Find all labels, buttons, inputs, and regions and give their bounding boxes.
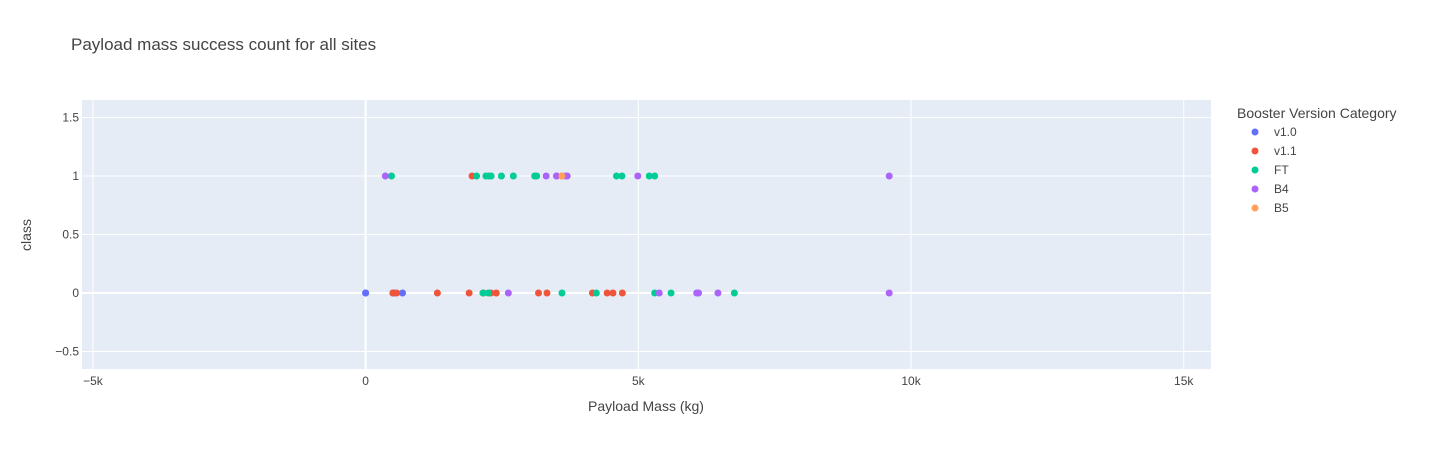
data-point-FT[interactable] [651,172,659,180]
data-point-B4[interactable] [695,289,703,297]
data-point-B4[interactable] [381,172,389,180]
data-point-v1.1[interactable] [433,289,441,297]
data-point-FT[interactable] [730,289,738,297]
y-tick-label: 0.5 [62,228,79,242]
data-point-FT[interactable] [509,172,517,180]
x-tick-label: 5k [632,374,646,388]
legend-title: Booster Version Category [1237,105,1397,121]
data-point-B5[interactable] [558,172,566,180]
legend-item-label[interactable]: v1.0 [1274,125,1297,139]
data-point-FT[interactable] [592,289,600,297]
legend-item-label[interactable]: B5 [1274,201,1289,215]
y-tick-label: 1.5 [62,111,79,125]
data-point-B4[interactable] [885,172,893,180]
legend[interactable]: Booster Version Category v1.0 v1.1 FT B4 B5 [1237,105,1397,215]
data-point-v1.1[interactable] [543,289,551,297]
grid [82,100,1211,369]
data-point-FT[interactable] [497,172,505,180]
data-point-FT[interactable] [484,289,492,297]
data-point-B4[interactable] [885,289,893,297]
legend-marker[interactable] [1251,147,1259,155]
data-point-v1.1[interactable] [618,289,626,297]
data-point-B4[interactable] [553,172,561,180]
data-point-v1.1[interactable] [492,289,500,297]
data-point-FT[interactable] [667,289,675,297]
data-point-B4[interactable] [504,289,512,297]
legend-marker[interactable] [1251,204,1259,212]
data-point-B4[interactable] [634,172,642,180]
data-point-FT[interactable] [388,172,396,180]
x-tick-label: −5k [83,374,104,388]
legend-marker[interactable] [1251,166,1259,174]
y-tick-label: 1 [72,169,79,183]
y-tick-label: 0 [72,286,79,300]
x-tick-label: 15k [1174,374,1194,388]
data-point-v1.1[interactable] [603,289,611,297]
data-point-FT[interactable] [613,172,621,180]
legend-item-label[interactable]: v1.1 [1274,144,1297,158]
data-point-v1.1[interactable] [393,289,401,297]
data-point-v1.0[interactable] [399,289,407,297]
legend-marker[interactable] [1251,128,1259,136]
data-point-FT[interactable] [618,172,626,180]
data-point-FT[interactable] [645,172,653,180]
data-point-B4[interactable] [542,172,550,180]
legend-marker[interactable] [1251,185,1259,193]
data-point-FT[interactable] [473,172,481,180]
data-points[interactable] [362,172,893,297]
data-point-FT[interactable] [558,289,566,297]
data-point-FT[interactable] [487,172,495,180]
legend-item-label[interactable]: FT [1274,163,1289,177]
data-point-B4[interactable] [655,289,663,297]
data-point-FT[interactable] [533,172,541,180]
data-point-B4[interactable] [714,289,722,297]
data-point-v1.1[interactable] [535,289,543,297]
data-point-B4[interactable] [563,172,571,180]
chart-title: Payload mass success count for all sites [71,35,376,54]
data-point-v1.0[interactable] [362,289,370,297]
axis-ticks: −5k 0 5k 10k 15k −0.5 0 0.5 1 1.5 [55,111,1194,388]
x-tick-label: 0 [362,374,369,388]
data-point-v1.1[interactable] [609,289,617,297]
x-axis-title: Payload Mass (kg) [588,398,704,414]
y-axis-title: class [18,219,34,251]
data-point-v1.1[interactable] [465,289,473,297]
x-tick-label: 10k [901,374,921,388]
data-point-FT[interactable] [479,289,487,297]
y-tick-label: −0.5 [55,344,79,358]
legend-item-label[interactable]: B4 [1274,182,1289,196]
